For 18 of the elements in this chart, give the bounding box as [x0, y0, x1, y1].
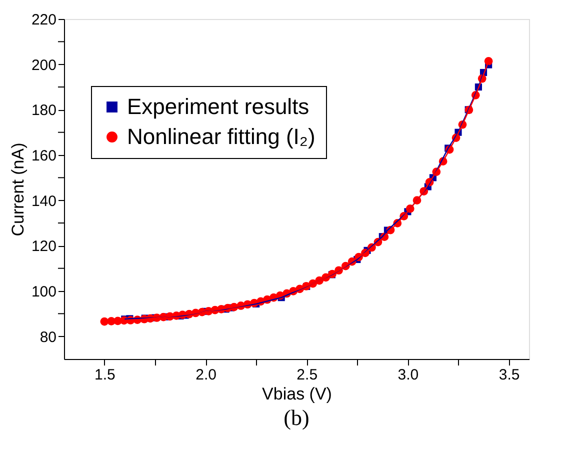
y-tick-label: 120 [31, 238, 56, 256]
y-tick-label: 140 [31, 192, 56, 210]
legend-label: Experiment results [127, 94, 310, 119]
y-tick-label: 80 [40, 328, 56, 346]
y-tick-label: 220 [31, 12, 56, 28]
x-tick-label: 2.0 [196, 366, 216, 384]
y-tick-label: 100 [31, 284, 56, 300]
legend-label: Nonlinear fitting (I₂) [127, 124, 316, 149]
x-axis-title: Vbias (V) [262, 384, 332, 404]
y-tick-label: 180 [31, 102, 56, 120]
x-tick-label: 1.5 [94, 366, 116, 384]
text: (b) [284, 405, 310, 430]
y-axis-title: Current (nA) [8, 142, 28, 236]
x-tick-label: 3.5 [498, 366, 520, 384]
x-tick-label: 3.0 [398, 366, 419, 384]
y-tick-label: 200 [31, 56, 56, 74]
y-tick-label: 160 [31, 148, 56, 164]
x-tick-label: 2.5 [296, 366, 318, 384]
